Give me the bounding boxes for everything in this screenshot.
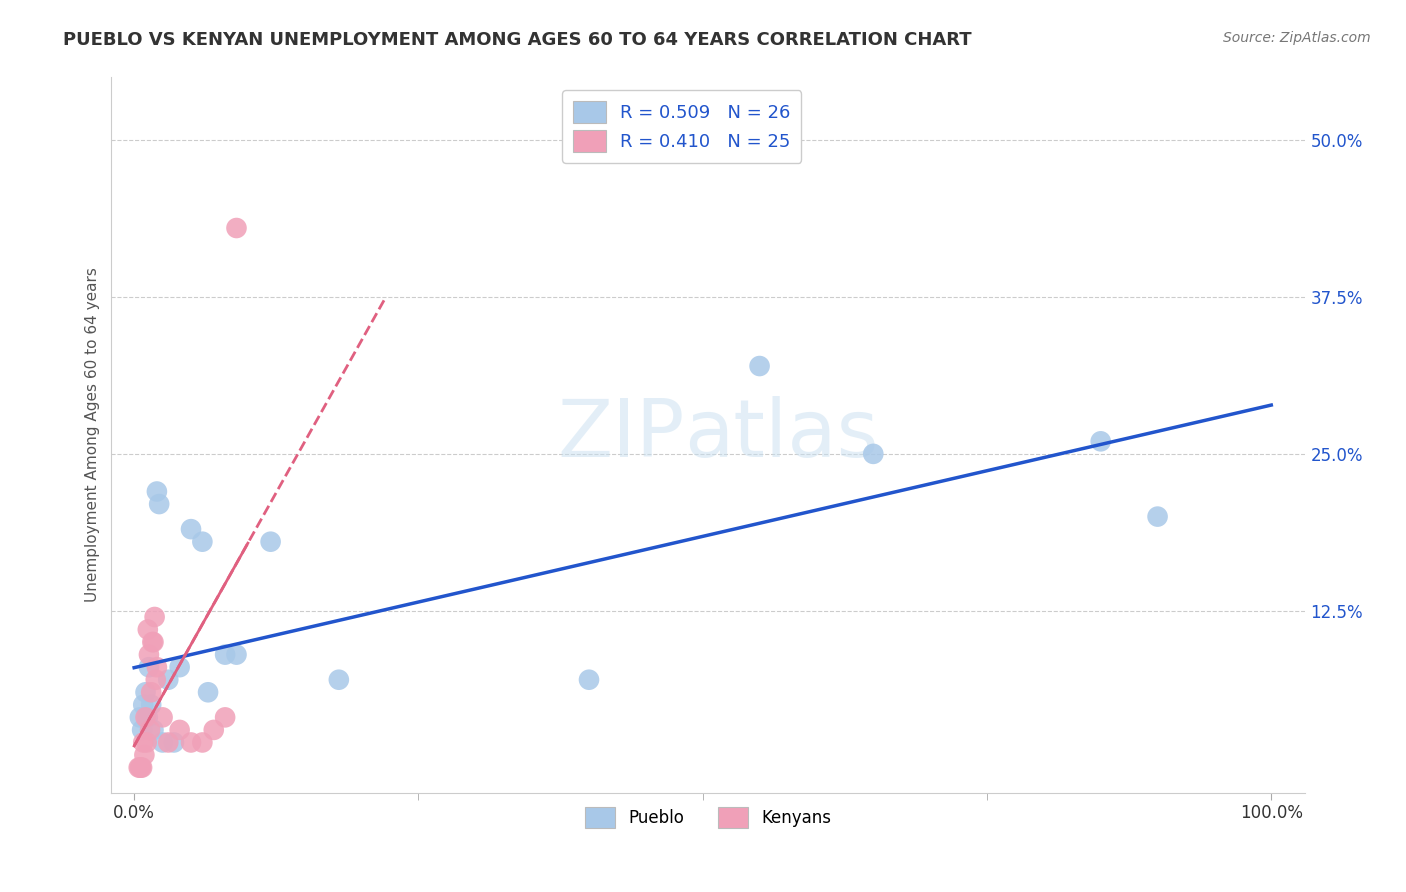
- Point: [328, 673, 350, 687]
- Point: [1090, 434, 1112, 449]
- Point: [143, 610, 166, 624]
- Point: [1146, 509, 1168, 524]
- Point: [141, 635, 163, 649]
- Point: [142, 635, 165, 649]
- Point: [191, 735, 214, 749]
- Point: [131, 723, 153, 737]
- Point: [135, 710, 157, 724]
- Point: [169, 723, 191, 737]
- Point: [862, 447, 884, 461]
- Point: [128, 760, 150, 774]
- Point: [191, 534, 214, 549]
- Point: [169, 660, 191, 674]
- Point: [138, 660, 160, 674]
- Point: [225, 648, 247, 662]
- Point: [157, 673, 180, 687]
- Point: [139, 723, 162, 737]
- Legend: Pueblo, Kenyans: Pueblo, Kenyans: [579, 801, 838, 834]
- Point: [146, 660, 169, 674]
- Point: [135, 685, 157, 699]
- Point: [129, 760, 152, 774]
- Point: [748, 359, 770, 373]
- Point: [135, 735, 157, 749]
- Point: [132, 698, 155, 712]
- Point: [138, 648, 160, 662]
- Point: [259, 534, 281, 549]
- Y-axis label: Unemployment Among Ages 60 to 64 years: Unemployment Among Ages 60 to 64 years: [86, 268, 100, 602]
- Point: [132, 735, 155, 749]
- Text: atlas: atlas: [685, 396, 879, 474]
- Point: [214, 648, 236, 662]
- Point: [152, 710, 174, 724]
- Point: [225, 221, 247, 235]
- Point: [136, 623, 159, 637]
- Point: [578, 673, 600, 687]
- Point: [146, 484, 169, 499]
- Point: [141, 698, 163, 712]
- Point: [180, 735, 202, 749]
- Point: [214, 710, 236, 724]
- Point: [128, 760, 150, 774]
- Point: [142, 723, 165, 737]
- Point: [148, 497, 170, 511]
- Point: [141, 685, 163, 699]
- Point: [157, 735, 180, 749]
- Text: Source: ZipAtlas.com: Source: ZipAtlas.com: [1223, 31, 1371, 45]
- Text: ZIP: ZIP: [557, 396, 685, 474]
- Point: [134, 747, 156, 762]
- Point: [152, 735, 174, 749]
- Text: PUEBLO VS KENYAN UNEMPLOYMENT AMONG AGES 60 TO 64 YEARS CORRELATION CHART: PUEBLO VS KENYAN UNEMPLOYMENT AMONG AGES…: [63, 31, 972, 49]
- Point: [180, 522, 202, 536]
- Point: [131, 760, 153, 774]
- Point: [128, 710, 150, 724]
- Point: [202, 723, 225, 737]
- Point: [136, 710, 159, 724]
- Point: [197, 685, 219, 699]
- Point: [163, 735, 186, 749]
- Point: [145, 673, 167, 687]
